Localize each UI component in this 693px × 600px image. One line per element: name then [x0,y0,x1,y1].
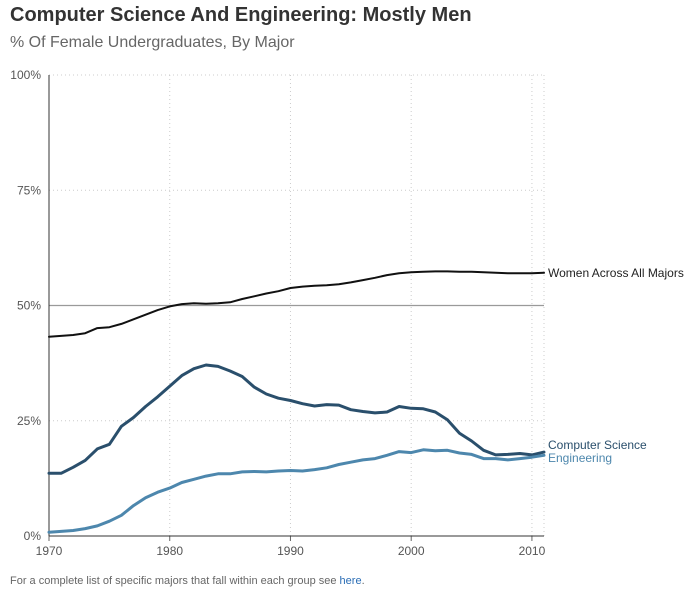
chart-subtitle: % Of Female Undergraduates, By Major [10,34,295,51]
x-tick-label: 1990 [277,544,304,558]
series-line-women-across-all-majors [48,270,545,338]
series-line-engineering [47,448,546,534]
y-tick-label: 25% [17,414,41,428]
series-label-engineering: Engineering [548,451,612,465]
footnote-text: For a complete list of specific majors t… [10,575,340,587]
y-tick-label: 0% [24,529,42,543]
x-tick-label: 1980 [156,544,183,558]
y-tick-label: 50% [17,299,41,313]
x-tick-label: 2000 [398,544,425,558]
series-label-computer-science: Computer Science [548,438,647,452]
footnote-here-link[interactable]: here [339,575,362,587]
footnote-end: . [361,575,365,587]
footnote: For a complete list of specific majors t… [10,575,365,587]
y-tick-label: 100% [10,68,41,82]
x-tick-label: 1970 [36,544,63,558]
series-label-women-across-all-majors: Women Across All Majors [548,266,684,280]
series-line-computer-science [47,363,546,475]
x-tick-label: 2010 [519,544,546,558]
y-tick-label: 75% [17,183,41,197]
line-chart: 0% 25% 50% 75% 100% 1970 1980 1990 2000 2010 Women… [10,68,684,558]
chart-title: Computer Science And Engineering: Mostly… [10,4,472,26]
